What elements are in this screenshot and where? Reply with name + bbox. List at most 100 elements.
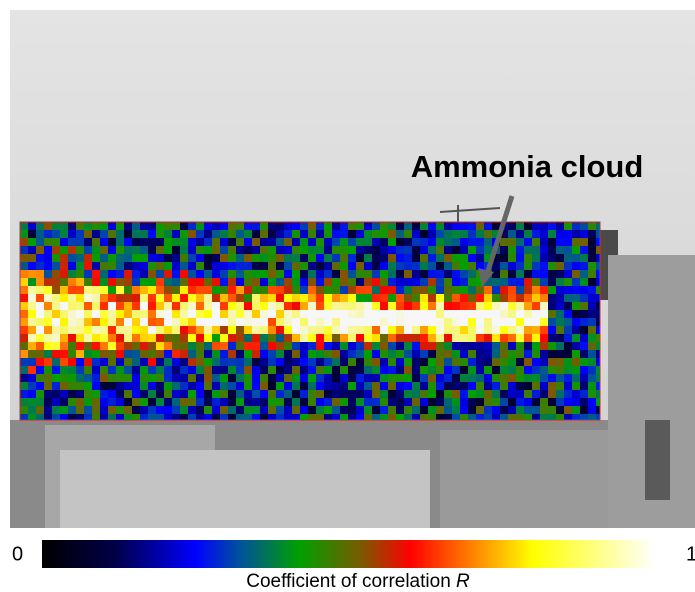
heat-cell: [428, 246, 436, 254]
heat-cell: [68, 398, 76, 406]
heat-cell: [228, 278, 236, 286]
heat-cell: [476, 222, 484, 230]
heat-cell: [268, 414, 276, 420]
heat-cell: [276, 414, 284, 420]
heat-cell: [540, 222, 548, 230]
heat-cell: [204, 230, 212, 238]
heat-cell: [92, 294, 100, 302]
heat-cell: [76, 294, 84, 302]
heat-cell: [548, 310, 556, 318]
heat-cell: [508, 270, 516, 278]
heat-cell: [308, 310, 316, 318]
heat-cell: [532, 398, 540, 406]
heat-cell: [204, 326, 212, 334]
heat-cell: [284, 230, 292, 238]
heat-cell: [132, 334, 140, 342]
heat-cell: [420, 390, 428, 398]
heat-cell: [20, 310, 28, 318]
heat-cell: [52, 366, 60, 374]
heat-cell: [588, 222, 596, 230]
heat-cell: [348, 238, 356, 246]
heat-cell: [572, 366, 580, 374]
heat-cell: [236, 286, 244, 294]
heat-cell: [356, 262, 364, 270]
heat-cell: [340, 374, 348, 382]
heat-cell: [100, 334, 108, 342]
heat-cell: [380, 238, 388, 246]
heat-cell: [412, 278, 420, 286]
heat-cell: [124, 302, 132, 310]
heat-cell: [308, 390, 316, 398]
heat-cell: [28, 286, 36, 294]
colorbar-label-symbol: R: [456, 571, 470, 592]
heat-cell: [276, 334, 284, 342]
heat-cell: [52, 246, 60, 254]
heat-cell: [372, 222, 380, 230]
heat-cell: [468, 222, 476, 230]
heat-cell: [316, 318, 324, 326]
heat-cell: [276, 278, 284, 286]
heat-cell: [276, 238, 284, 246]
heat-cell: [60, 254, 68, 262]
heat-cell: [524, 310, 532, 318]
arrow-head: [478, 268, 494, 287]
heat-cell: [268, 358, 276, 366]
heat-cell: [372, 390, 380, 398]
heat-cell: [492, 342, 500, 350]
heat-cell: [140, 230, 148, 238]
heat-cell: [260, 270, 268, 278]
heat-cell: [476, 286, 484, 294]
heat-cell: [116, 294, 124, 302]
annotation: Ammonia cloud: [411, 149, 644, 184]
heat-cell: [140, 326, 148, 334]
heat-cell: [252, 350, 260, 358]
heat-cell: [292, 254, 300, 262]
heat-cell: [180, 310, 188, 318]
heat-cell: [364, 350, 372, 358]
heat-cell: [548, 398, 556, 406]
heat-cell: [60, 246, 68, 254]
heat-cell: [436, 318, 444, 326]
heat-cell: [148, 222, 156, 230]
heat-cell: [364, 318, 372, 326]
heat-cell: [60, 326, 68, 334]
heat-cell: [92, 374, 100, 382]
heat-cell: [100, 382, 108, 390]
heat-cell: [556, 238, 564, 246]
heat-cell: [396, 238, 404, 246]
heat-cell: [36, 270, 44, 278]
heat-cell: [100, 302, 108, 310]
heat-cell: [556, 246, 564, 254]
heat-cell: [228, 350, 236, 358]
heat-cell: [276, 358, 284, 366]
heat-cell: [548, 270, 556, 278]
heat-cell: [228, 318, 236, 326]
heat-cell: [460, 310, 468, 318]
heat-cell: [68, 310, 76, 318]
heat-cell: [124, 254, 132, 262]
heat-cell: [276, 230, 284, 238]
heat-cell: [76, 270, 84, 278]
heat-cell: [244, 366, 252, 374]
heat-cell: [132, 366, 140, 374]
heat-cell: [260, 262, 268, 270]
heat-cell: [524, 270, 532, 278]
heat-cell: [444, 318, 452, 326]
heat-cell: [156, 350, 164, 358]
heat-cell: [508, 286, 516, 294]
heat-cell: [188, 302, 196, 310]
heat-cell: [148, 302, 156, 310]
heat-cell: [420, 326, 428, 334]
heat-cell: [556, 374, 564, 382]
heat-cell: [68, 294, 76, 302]
heat-cell: [260, 230, 268, 238]
heat-cell: [148, 270, 156, 278]
heat-cell: [44, 254, 52, 262]
heat-cell: [508, 398, 516, 406]
heat-cell: [244, 374, 252, 382]
heat-cell: [436, 342, 444, 350]
heat-cell: [124, 262, 132, 270]
heat-cell: [124, 342, 132, 350]
heat-cell: [484, 414, 492, 420]
heat-cell: [260, 326, 268, 334]
